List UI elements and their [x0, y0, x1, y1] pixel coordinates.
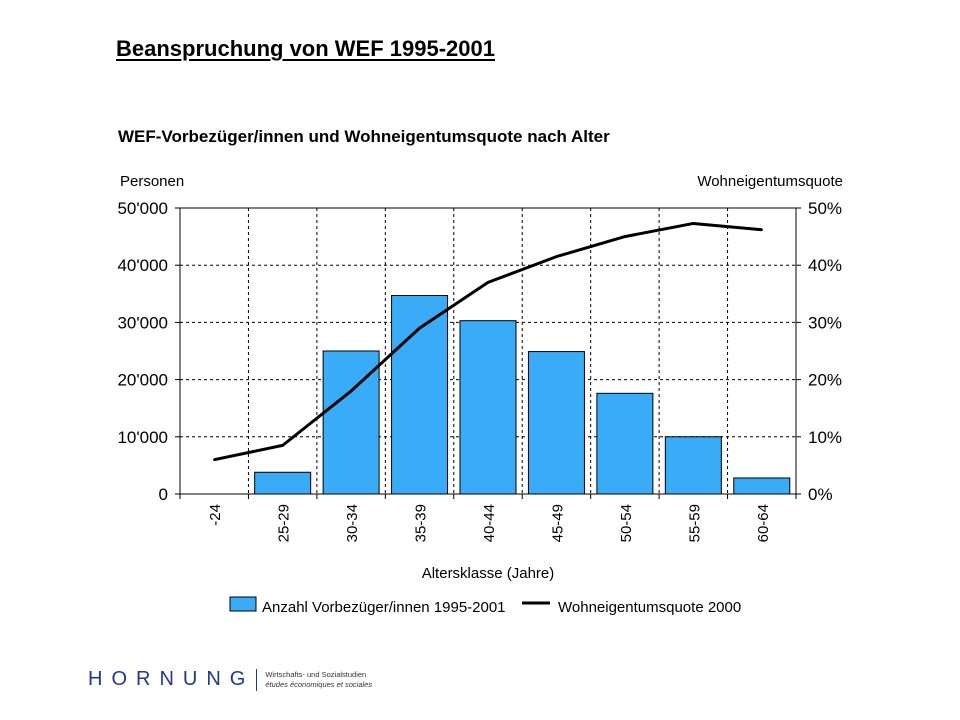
line-point-60-64 [760, 228, 763, 231]
line-point-40-44 [486, 281, 490, 284]
logo-subtitle: Wirtschafts- und Sozialstudien études éc… [265, 670, 372, 690]
bar-25-29 [254, 471, 312, 495]
y-tick-right: 30% [808, 313, 842, 332]
y-tick-left: 40'000 [117, 256, 168, 275]
legend: Anzahl Vorbezüger/innen 1995-2001 Wohneig… [229, 596, 741, 616]
y-tick-left: 30'000 [117, 313, 168, 332]
slide-title: Beanspruchung von WEF 1995-2001 [116, 36, 495, 61]
y-tick-right: 50% [808, 199, 842, 218]
bar-50-54 [596, 392, 654, 495]
plot-frame [179, 207, 797, 495]
bar-45-49 [527, 351, 585, 495]
x-tick-35-39: 35-39 [413, 504, 430, 542]
logo-line-1: Wirtschafts- und Sozialstudien [265, 669, 367, 679]
y-tick-right: 10% [808, 428, 842, 447]
x-tick-50-54: 50-54 [618, 504, 635, 542]
hornung-logo: HORNUNG Wirtschafts- und Sozialstudien é… [88, 668, 372, 691]
line-point--24 [213, 458, 216, 461]
y-tick-left: 50'000 [117, 199, 168, 218]
y-tick-right: 40% [808, 256, 842, 275]
logo-wordmark: HORNUNG [88, 668, 255, 690]
x-tick-40-44: 40-44 [481, 504, 498, 542]
y-tick-left: 20'000 [117, 371, 168, 390]
chart-title: WEF-Vorbezüger/innen und Wohneigentumsqu… [118, 127, 610, 146]
legend-label-line: Wohneigentumsquote 2000 [558, 599, 741, 616]
y-axis-label-right: Wohneigentumsquote [697, 173, 843, 190]
axis-ticks: 0 10'000 20'000 30'000 40'000 50'000 0% 10% 20% 3… [117, 199, 842, 542]
line-point-50-54 [623, 235, 627, 238]
x-tick-45-49: 45-49 [549, 504, 566, 542]
bar-35-39 [391, 295, 449, 495]
line-point-45-49 [555, 255, 558, 258]
x-axis-label: Altersklasse (Jahre) [422, 565, 555, 582]
line-point-55-59 [692, 222, 695, 225]
line-point-25-29 [281, 444, 284, 447]
logo-line-2: études économiques et sociales [265, 679, 373, 689]
y-tick-right: 20% [808, 371, 842, 390]
x-tick-25-29: 25-29 [276, 504, 293, 542]
bar-series [254, 295, 791, 495]
x-tick--24: -24 [207, 504, 224, 526]
logo-separator [256, 668, 258, 691]
legend-label-bar: Anzahl Vorbezüger/innen 1995-2001 [262, 599, 506, 616]
line-point-35-39 [418, 326, 421, 330]
y-tick-right: 0% [808, 485, 833, 504]
line-point-30-34 [349, 389, 353, 393]
x-tick-55-59: 55-59 [686, 504, 703, 542]
legend-swatch-bar [229, 596, 257, 612]
bar-55-59 [664, 436, 722, 495]
chart: WEF-Vorbezüger/innen und Wohneigentumsqu… [117, 127, 843, 616]
y-axis-label-left: Personen [120, 173, 184, 190]
bar-60-64 [733, 477, 791, 495]
line-series [213, 221, 763, 462]
bar-40-44 [459, 320, 517, 495]
x-tick-60-64: 60-64 [755, 504, 772, 542]
y-tick-left: 0 [159, 485, 168, 504]
y-tick-left: 10'000 [117, 428, 168, 447]
x-tick-30-34: 30-34 [344, 504, 361, 542]
